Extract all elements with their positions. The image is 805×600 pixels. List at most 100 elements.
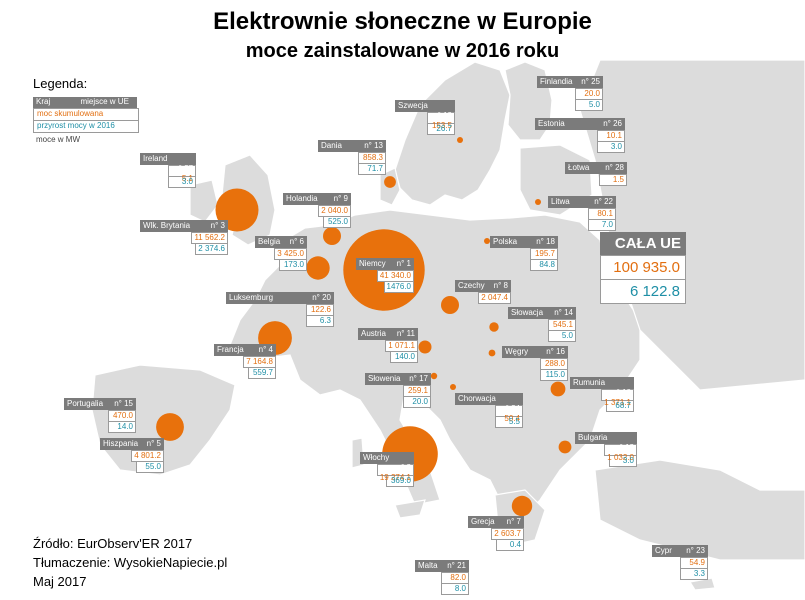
country-name: Węgry <box>505 347 529 356</box>
country-label-portugalia: Portugalia n° 15 470.0 14.0 <box>64 398 136 433</box>
country-rank: n° 15 <box>114 399 133 408</box>
country-name: Cypr <box>655 546 672 555</box>
country-cumulative: 10.1 <box>597 130 625 142</box>
land-shapes <box>91 59 805 591</box>
country-cumulative: 195.7 <box>530 248 558 260</box>
country-rank: n° 24 <box>501 404 520 413</box>
country-name: Finlandia <box>540 77 573 86</box>
country-name: Austria <box>361 329 386 338</box>
country-name: Grecja <box>471 517 495 526</box>
country-label-malta: Malta n° 21 82.0 8.0 <box>415 560 469 595</box>
country-growth: 20.0 <box>403 397 431 408</box>
country-header: Francja n° 4 <box>214 344 276 356</box>
eu-total-growth: 6 122.8 <box>600 280 686 304</box>
country-header: Szwecja n° 19 <box>395 100 455 120</box>
country-name: Słowacja <box>511 308 544 317</box>
country-rank: n° 2 <box>396 463 411 472</box>
country-cumulative: 858.3 <box>358 152 386 164</box>
legend-country-row: Kraj miejsce w UE <box>33 97 137 108</box>
country-name: Bulgaria <box>578 433 608 442</box>
bubble-polska <box>484 238 490 244</box>
country-cumulative: 259.1 <box>403 385 431 397</box>
country-growth: 173.0 <box>279 260 307 271</box>
country-rank: n° 18 <box>536 237 555 246</box>
country-name: Niemcy <box>359 259 386 268</box>
country-label-czechy: Czechy n° 8 2 047.4 <box>455 280 511 304</box>
country-rank: n° 4 <box>258 345 273 354</box>
country-rank: n° 8 <box>493 281 508 290</box>
country-cumulative: 1 071.1 <box>385 340 418 352</box>
country-header: Chorwacja n° 24 <box>455 393 523 413</box>
country-growth: 55.0 <box>136 462 164 473</box>
country-growth: 559.7 <box>248 368 276 379</box>
country-label-belgia: Belgia n° 6 3 425.0 173.0 <box>255 236 307 271</box>
country-cumulative: 1 032.0 <box>604 444 637 462</box>
country-label-luksemburg: Luksemburg n° 20 122.6 6.3 <box>226 292 334 327</box>
eu-total-box: CAŁA UE 100 935.0 6 122.8 <box>600 232 686 304</box>
country-label-holandia: Holandia n° 9 2 040.0 525.0 <box>283 193 351 228</box>
country-name: Czechy <box>458 281 485 290</box>
country-growth: 68.7 <box>606 401 634 412</box>
country-rank: n° 25 <box>581 77 600 86</box>
country-growth: 26.7 <box>427 124 455 135</box>
country-name: Polska <box>493 237 518 246</box>
country-label-cypr: Cypr n° 23 54.9 3.3 <box>652 545 708 580</box>
country-growth: 0.4 <box>496 540 524 551</box>
bubble-s-owenia <box>430 372 438 380</box>
country-header: Grecja n° 7 <box>468 516 524 528</box>
bubble-szwecja <box>457 137 463 143</box>
country-header: Rumunia n° 10 <box>570 377 634 397</box>
bubble-dania <box>384 176 396 188</box>
country-label-dania: Dania n° 13 858.3 71.7 <box>318 140 386 175</box>
country-label-estonia: Estonia n° 26 10.1 3.0 <box>535 118 625 153</box>
country-header: Luksemburg n° 20 <box>226 292 334 304</box>
country-name: Rumunia <box>573 378 606 387</box>
legend-unit-label: moce w MW <box>36 135 80 144</box>
country-rank: n° 6 <box>289 237 304 246</box>
country-cumulative: 122.6 <box>306 304 334 316</box>
country-growth: 115.0 <box>540 370 568 381</box>
country-label-finlandia: Finlandia n° 25 20.0 5.0 <box>537 76 603 111</box>
country-header: Ireland n° 27 <box>140 153 196 173</box>
bubble-bulgaria <box>558 440 572 454</box>
country-rank: n° 14 <box>554 308 573 317</box>
country-rank: n° 19 <box>433 111 452 120</box>
country-rank: n° 27 <box>174 164 193 173</box>
country-label-grecja: Grecja n° 7 2 603.7 0.4 <box>468 516 524 551</box>
country-label-polska: Polska n° 18 195.7 84.8 <box>490 236 558 271</box>
land-continent <box>229 209 641 521</box>
country-rank: n° 26 <box>603 119 622 128</box>
country-rank: n° 5 <box>146 439 161 448</box>
legend-title: Legenda: <box>33 76 88 91</box>
land-turkey <box>594 459 805 561</box>
country-label-austria: Austria n° 11 1 071.1 140.0 <box>358 328 418 363</box>
land-ireland <box>189 179 219 223</box>
country-cumulative: 80.1 <box>588 208 616 220</box>
country-header: Malta n° 21 <box>415 560 469 572</box>
country-growth: 8.0 <box>441 584 469 595</box>
bubble-grecja <box>511 495 533 517</box>
country-header: Belgia n° 6 <box>255 236 307 248</box>
country-label-niemcy: Niemcy n° 1 41 340.0 1476.0 <box>356 258 414 293</box>
country-rank: n° 23 <box>686 546 705 555</box>
country-cumulative: 7 164.8 <box>243 356 276 368</box>
country-label-s-owenia: Słowenia n° 17 259.1 20.0 <box>365 373 431 408</box>
bubble-austria <box>418 340 432 354</box>
bubble-hiszpania <box>156 413 184 441</box>
legend: Legenda: Kraj miejsce w UE moc skumulowa… <box>33 76 139 146</box>
country-name: Szwecja <box>398 101 428 110</box>
country-name: Dania <box>321 141 342 150</box>
country-growth: 525.0 <box>323 217 351 228</box>
bubble-czechy <box>441 296 459 314</box>
bubble-s-owacja <box>489 322 499 332</box>
translation-line: Tłumaczenie: WysokieNapiecie.pl <box>33 555 228 570</box>
country-header: Węgry n° 16 <box>502 346 568 358</box>
country-name: Łotwa <box>568 163 590 172</box>
bubble-w-gry <box>488 349 496 357</box>
country-label-wlk-brytania: Wlk. Brytania n° 3 11 562.2 2 374.6 <box>140 220 228 255</box>
country-cumulative: 54.9 <box>680 557 708 569</box>
country-cumulative: 82.0 <box>441 572 469 584</box>
